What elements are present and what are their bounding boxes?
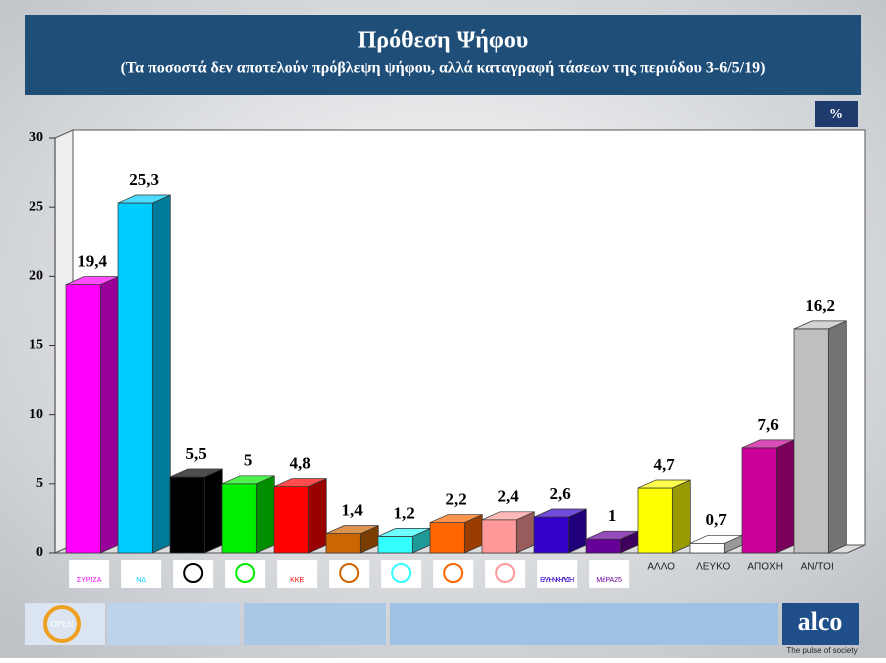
footer-box [107, 603, 240, 645]
x-tick-label: ΝΔ [136, 577, 146, 584]
category-logo [183, 563, 204, 583]
value-label: 7,6 [758, 415, 779, 434]
footer-box [244, 603, 386, 645]
y-tick-label: 10 [29, 407, 43, 422]
unit-label: % [829, 107, 843, 122]
category-logo-box [121, 560, 162, 588]
category-logo [443, 563, 464, 583]
bar-side [671, 479, 691, 554]
y-tick-label: 30 [29, 130, 43, 145]
bar [481, 519, 517, 554]
value-label: 5,5 [186, 444, 207, 463]
bar-top [117, 194, 171, 204]
value-label: 2,4 [498, 487, 520, 506]
value-label: 4,8 [290, 454, 311, 473]
value-label: 19,4 [77, 252, 107, 271]
category-logo [495, 563, 516, 583]
bar-top [169, 468, 223, 478]
chart-title: Πρόθεση Ψήφου [358, 28, 529, 54]
value-label: 4,7 [654, 455, 676, 474]
bar [741, 447, 777, 554]
bar [221, 483, 257, 554]
bar-top [221, 475, 275, 485]
bar-side [99, 276, 119, 554]
value-label: 16,2 [805, 296, 835, 315]
bar-top [637, 479, 691, 489]
bar-top [533, 508, 587, 518]
value-label: 5 [244, 451, 253, 470]
bar [377, 536, 413, 554]
x-tick-label: ΚΚΕ [290, 577, 304, 584]
bar-top [273, 478, 327, 487]
footer-box [25, 603, 105, 645]
x-tick-label: ΑΛΛΟ [647, 562, 675, 573]
bar-side [255, 475, 275, 554]
y-tick-label: 5 [36, 476, 43, 491]
bar [325, 533, 361, 554]
bar-top [325, 525, 379, 534]
bar-top [481, 511, 535, 521]
bar [169, 476, 205, 554]
bar-side [827, 320, 847, 554]
bar-side [203, 468, 223, 554]
channel-name: OPEN [51, 620, 74, 629]
channel-logo [43, 605, 81, 643]
value-label: 1,4 [342, 501, 364, 520]
bar [533, 516, 569, 554]
bar-top [793, 320, 847, 330]
value-label: 2,6 [550, 484, 571, 503]
category-logo [235, 563, 256, 583]
bar [65, 284, 101, 554]
bar [793, 328, 829, 554]
bar-side [151, 194, 171, 554]
bar [429, 522, 465, 554]
bar-top [429, 514, 483, 523]
category-logo-box [589, 560, 630, 588]
brand-name: alco [798, 607, 843, 636]
category-logo [391, 563, 412, 583]
category-logo [339, 563, 360, 583]
y-tick-label: 20 [29, 269, 43, 284]
bar [273, 486, 309, 554]
bar [117, 202, 153, 554]
value-label: 0,7 [706, 510, 728, 529]
category-logo-box [537, 560, 578, 588]
x-tick-label: ΣΥΡΙΖΑ [77, 577, 102, 584]
value-label: 1 [608, 506, 617, 525]
chart-subtitle: (Τα ποσοστά δεν αποτελούν πρόβλεψη ψήφου… [121, 60, 766, 77]
x-tick-label: ΑΝ/ΤΟΙ [801, 562, 834, 573]
footer-box [390, 603, 778, 645]
category-logo-box [277, 560, 318, 588]
y-tick-label: 15 [29, 338, 43, 353]
x-tick-label: ΜέΡΑ25 [596, 576, 622, 584]
value-label: 2,2 [446, 489, 467, 508]
bar-side [775, 439, 795, 554]
bar [689, 542, 725, 554]
bar [585, 538, 621, 554]
brand-box [782, 603, 859, 645]
value-label: 1,2 [394, 503, 415, 522]
bar-side [307, 478, 327, 554]
unit-box [815, 101, 858, 127]
bar [637, 487, 673, 554]
x-tick-label: ΕΛΛΗΝΙΚΗ ΛΥΣΗ [540, 577, 574, 584]
header-box [25, 15, 861, 95]
value-label: 25,3 [129, 170, 159, 189]
category-logo-box [69, 560, 110, 588]
y-tick-label: 25 [29, 199, 43, 214]
brand-tagline: The pulse of society [786, 646, 857, 655]
plot: 0 5 10 15 20 25 30 19,4 ΣΥΡΙΖΑ 25,3 ΝΔ 5,5 5 4,8 ΚΚΕ 1,… [29, 129, 866, 588]
x-tick-label: ΛΕΥΚΟ [696, 562, 730, 573]
y-tick-label: 0 [36, 545, 43, 560]
x-tick-label: ΑΠΟΧΗ [747, 562, 783, 573]
